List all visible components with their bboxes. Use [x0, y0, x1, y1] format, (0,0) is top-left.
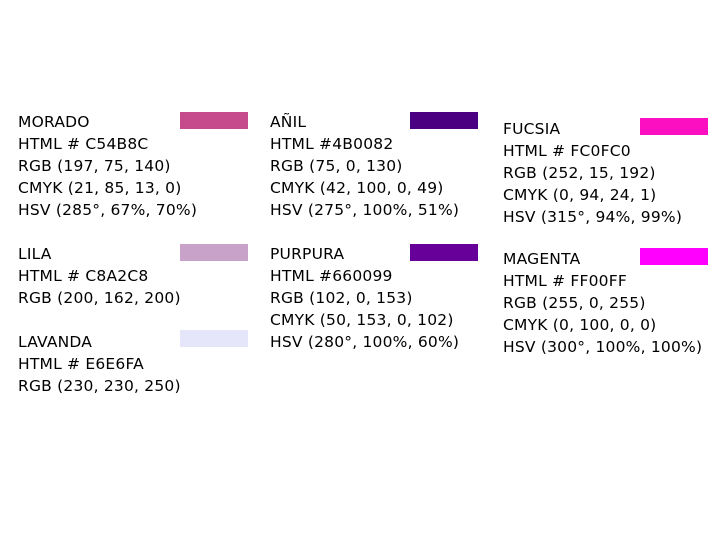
- color-hsv: HSV (275°, 100%, 51%): [270, 201, 460, 219]
- color-hsv: HSV (280°, 100%, 60%): [270, 333, 460, 351]
- color-swatch-morado: [180, 112, 248, 129]
- color-block-lavanda: LAVANDA HTML # E6E6FA RGB (230, 230, 250…: [18, 331, 181, 397]
- color-html-code: HTML #660099: [270, 267, 393, 285]
- color-block-lila: LILA HTML # C8A2C8 RGB (200, 162, 200): [18, 243, 181, 309]
- color-name: AÑIL: [270, 113, 307, 131]
- color-rgb: RGB (200, 162, 200): [18, 289, 181, 307]
- color-name: MORADO: [18, 113, 90, 131]
- color-html-code: HTML # C8A2C8: [18, 267, 149, 285]
- color-cmyk: CMYK (0, 100, 0, 0): [503, 316, 657, 334]
- color-swatch-lila: [180, 244, 248, 261]
- color-cmyk: CMYK (50, 153, 0, 102): [270, 311, 454, 329]
- color-rgb: RGB (230, 230, 250): [18, 377, 181, 395]
- color-rgb: RGB (255, 0, 255): [503, 294, 646, 312]
- color-swatch-anil: [410, 112, 478, 129]
- color-block-anil: AÑIL HTML #4B0082 RGB (75, 0, 130) CMYK …: [270, 111, 459, 221]
- color-swatch-purpura: [410, 244, 478, 261]
- color-name: FUCSIA: [503, 120, 561, 138]
- color-block-fucsia: FUCSIA HTML # FC0FC0 RGB (252, 15, 192) …: [503, 118, 682, 228]
- color-name: PURPURA: [270, 245, 345, 263]
- color-cmyk: CMYK (42, 100, 0, 49): [270, 179, 444, 197]
- color-html-code: HTML # FC0FC0: [503, 142, 631, 160]
- color-cmyk: CMYK (21, 85, 13, 0): [18, 179, 182, 197]
- color-name: MAGENTA: [503, 250, 581, 268]
- color-html-code: HTML #4B0082: [270, 135, 394, 153]
- color-swatch-magenta: [640, 248, 708, 265]
- color-html-code: HTML # C54B8C: [18, 135, 149, 153]
- color-rgb: RGB (75, 0, 130): [270, 157, 403, 175]
- color-swatch-lavanda: [180, 330, 248, 347]
- color-block-morado: MORADO HTML # C54B8C RGB (197, 75, 140) …: [18, 111, 197, 221]
- color-hsv: HSV (300°, 100%, 100%): [503, 338, 703, 356]
- color-block-magenta: MAGENTA HTML # FF00FF RGB (255, 0, 255) …: [503, 248, 702, 358]
- color-name: LILA: [18, 245, 52, 263]
- color-rgb: RGB (252, 15, 192): [503, 164, 656, 182]
- color-rgb: RGB (102, 0, 153): [270, 289, 413, 307]
- color-swatch-fucsia: [640, 118, 708, 135]
- color-rgb: RGB (197, 75, 140): [18, 157, 171, 175]
- color-name: LAVANDA: [18, 333, 93, 351]
- color-html-code: HTML # E6E6FA: [18, 355, 144, 373]
- color-block-purpura: PURPURA HTML #660099 RGB (102, 0, 153) C…: [270, 243, 459, 353]
- color-hsv: HSV (315°, 94%, 99%): [503, 208, 683, 226]
- color-hsv: HSV (285°, 67%, 70%): [18, 201, 198, 219]
- color-cmyk: CMYK (0, 94, 24, 1): [503, 186, 657, 204]
- color-html-code: HTML # FF00FF: [503, 272, 627, 290]
